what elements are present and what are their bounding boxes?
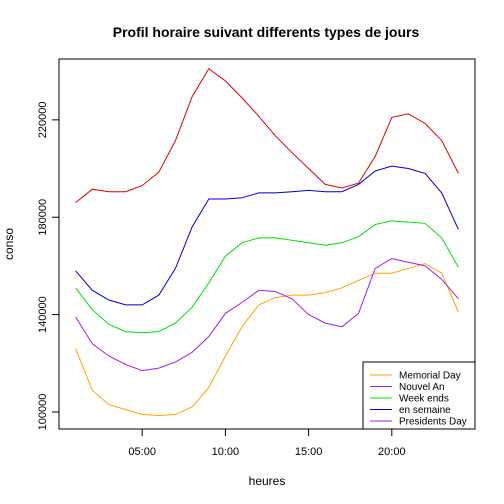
legend-label: Week ends: [399, 394, 449, 405]
series-line-1: [75, 258, 459, 372]
x-axis: 05:00 10:00 15:00 20:00: [128, 428, 406, 458]
y-axis-label: conso: [2, 228, 16, 260]
y-tick-label: 180000: [37, 199, 49, 236]
legend-label: Presidents Day: [399, 417, 467, 428]
series-line-2: [75, 220, 459, 334]
y-tick-label: 220000: [37, 101, 49, 138]
series-line-0: [75, 262, 459, 417]
legend-box: [362, 361, 476, 430]
x-tick-label: 05:00: [128, 446, 156, 458]
legend-label: Nouvel An: [399, 382, 445, 393]
x-tick-label: 15:00: [295, 446, 323, 458]
x-tick-label: 10:00: [212, 446, 240, 458]
series-line-4: [75, 67, 459, 203]
x-tick-label: 20:00: [378, 446, 406, 458]
legend-label: Memorial Day: [399, 371, 461, 382]
y-tick-label: 140000: [37, 296, 49, 333]
y-axis: 100000 140000 180000 220000: [37, 101, 60, 431]
series-line-3: [75, 165, 459, 306]
chart-title: Profil horaire suivant differents types …: [113, 24, 420, 40]
series-layer: [75, 67, 459, 417]
x-axis-label: heures: [249, 474, 286, 488]
y-tick-label: 100000: [37, 394, 49, 431]
legend-label: en semaine: [399, 405, 451, 416]
